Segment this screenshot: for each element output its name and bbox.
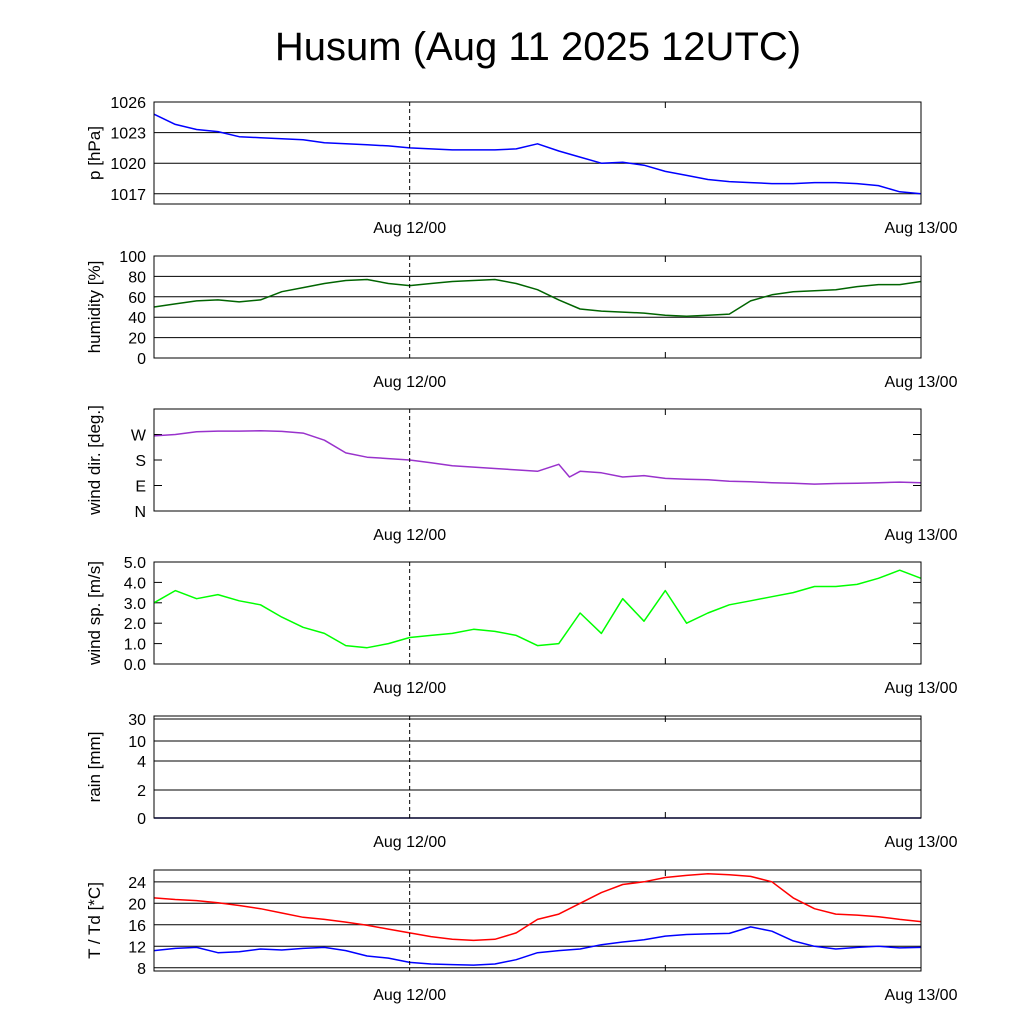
x-tick-label: Aug 13/00: [885, 987, 958, 1004]
series-line: [153, 430, 922, 485]
panel-pressure: 1026 1023 1020 1017 p [hPa] Aug 12/00 Aug 13/0…: [85, 95, 958, 237]
y-tick-label: 1.0: [124, 637, 146, 654]
y-tick-label: 4.0: [124, 575, 146, 592]
y-tick-label: 24: [128, 875, 146, 892]
x-tick-label: Aug 12/00: [373, 834, 446, 851]
y-tick-label: 1017: [110, 187, 146, 204]
y-tick-label: 20: [128, 331, 146, 348]
plot-frame: [153, 561, 922, 665]
y-tick-label: 60: [128, 290, 146, 307]
x-tick-label: Aug 12/00: [373, 987, 446, 1004]
plot-frame: [153, 255, 922, 359]
panel-wind_speed: 5.0 4.0 3.0 2.0 1.0 0.0 wind sp. [m/s] Aug 12/0…: [85, 555, 958, 697]
y-tick-label: E: [135, 479, 146, 496]
plot-frame: [153, 101, 922, 205]
y-tick-label: W: [131, 428, 147, 445]
x-tick-label: Aug 13/00: [885, 680, 958, 697]
y-tick-label: 8: [137, 961, 146, 978]
y-tick-label: 12: [128, 939, 146, 956]
y-axis-label: T / Td [*C]: [85, 882, 104, 959]
x-tick-label: Aug 13/00: [885, 834, 958, 851]
y-tick-label: 30: [128, 712, 146, 729]
y-tick-label: N: [134, 504, 146, 521]
y-tick-label: 1020: [110, 156, 146, 173]
y-tick-label: 4: [137, 754, 146, 771]
y-tick-label: 20: [128, 896, 146, 913]
x-tick-label: Aug 12/00: [373, 220, 446, 237]
y-axis-label: humidity [%]: [85, 261, 104, 354]
y-tick-label: 80: [128, 269, 146, 286]
panel-humidity: 100 80 60 40 20 0 humidity [%] Aug 12/00 Aug 13/…: [85, 249, 958, 391]
y-tick-label: 2: [137, 783, 146, 800]
y-tick-label: 0.0: [124, 657, 146, 674]
plot-frame: [153, 869, 922, 972]
y-tick-label: 1023: [110, 126, 146, 143]
y-tick-label: S: [135, 453, 146, 470]
x-tick-label: Aug 13/00: [885, 374, 958, 391]
panel-rain: 30 10 4 2 0 rain [mm] Aug 12/00 Aug 13/00: [85, 712, 958, 851]
series-line: [153, 113, 922, 195]
plot-frame: [153, 715, 922, 819]
y-axis-label: wind dir. [deg.]: [85, 405, 104, 516]
series-line: [153, 569, 922, 649]
y-tick-label: 2.0: [124, 616, 146, 633]
y-tick-label: 5.0: [124, 555, 146, 572]
y-tick-label: 1026: [110, 95, 146, 112]
chart-title: Husum (Aug 11 2025 12UTC): [275, 25, 801, 69]
panel-temperature: 24 20 16 12 8 T / Td [*C] Aug 12/00 Aug 13/00: [85, 869, 958, 1004]
y-axis-label: rain [mm]: [85, 732, 104, 803]
x-tick-label: Aug 13/00: [885, 220, 958, 237]
series-line: [153, 278, 922, 317]
y-tick-label: 0: [137, 811, 146, 828]
series-line: [153, 926, 922, 966]
x-tick-label: Aug 12/00: [373, 374, 446, 391]
x-tick-label: Aug 13/00: [885, 527, 958, 544]
x-tick-label: Aug 12/00: [373, 527, 446, 544]
y-tick-label: 100: [119, 249, 146, 266]
y-tick-label: 40: [128, 310, 146, 327]
y-tick-label: 16: [128, 918, 146, 935]
series-line: [153, 873, 922, 942]
y-axis-label: wind sp. [m/s]: [85, 561, 104, 666]
x-tick-label: Aug 12/00: [373, 680, 446, 697]
y-tick-label: 10: [128, 734, 146, 751]
plot-frame: [153, 408, 922, 512]
y-tick-label: 0: [137, 351, 146, 368]
y-axis-label: p [hPa]: [85, 126, 104, 180]
y-tick-label: 3.0: [124, 596, 146, 613]
